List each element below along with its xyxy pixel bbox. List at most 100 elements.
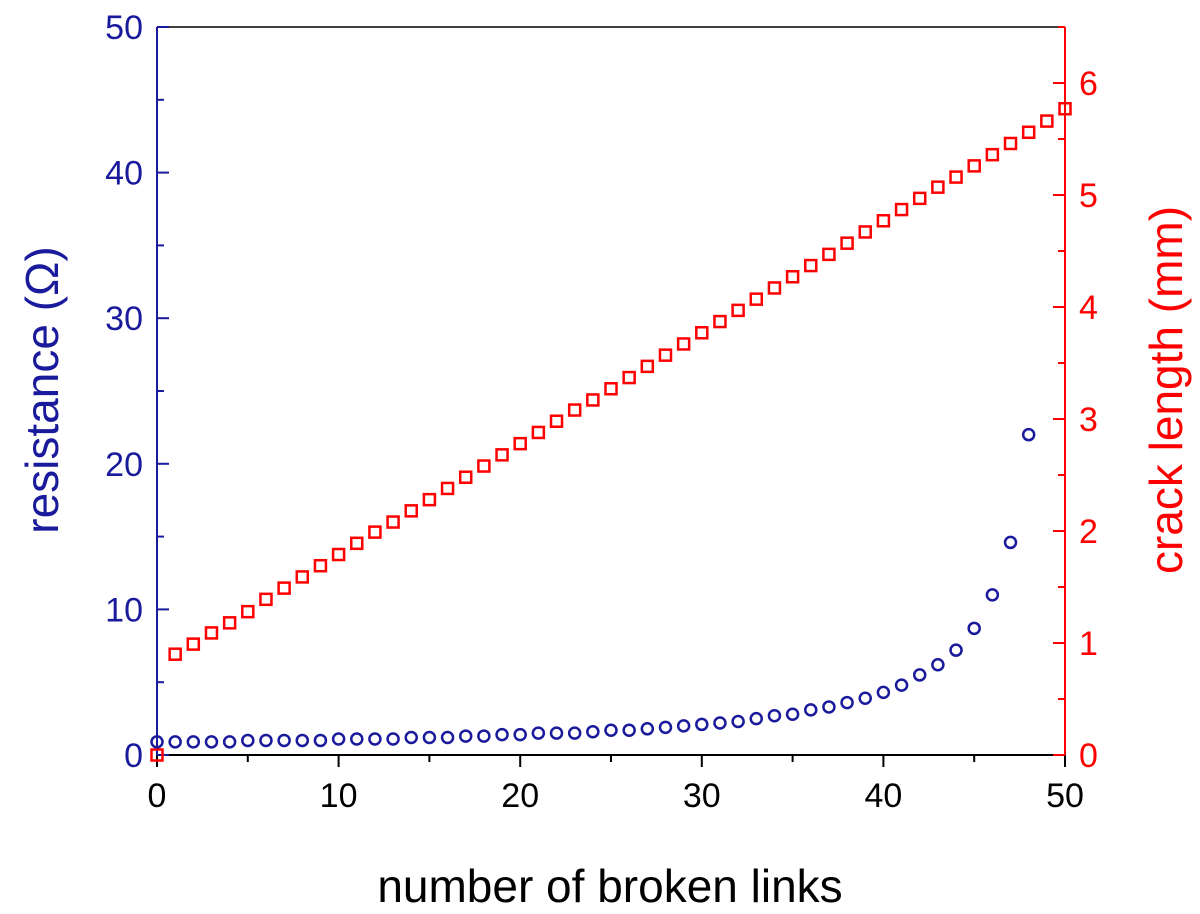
crack-length-point	[749, 292, 764, 306]
crack-length-point	[767, 281, 782, 295]
right-y-tick-label: 2	[1079, 513, 1098, 551]
left-y-axis-ticks: 0 10 20 30 40 50	[105, 9, 169, 775]
resistance-point	[676, 719, 691, 733]
left-y-axis-title: resistance (Ω)	[16, 246, 68, 533]
resistance-point	[767, 708, 782, 723]
resistance-point	[695, 717, 709, 732]
crack-length-point	[713, 314, 727, 329]
x-tick-label: 50	[1046, 777, 1084, 815]
plot-frame	[156, 26, 1066, 756]
resistance-point	[1003, 535, 1018, 550]
crack-length-point	[531, 425, 546, 440]
crack-length-point	[1058, 102, 1072, 116]
resistance-point	[458, 729, 473, 743]
x-tick-label: 20	[501, 777, 539, 815]
right-y-tick-label: 4	[1079, 289, 1098, 327]
resistance-point	[186, 735, 201, 749]
resistance-point	[404, 730, 418, 745]
crack-length-point	[477, 459, 491, 473]
x-axis-ticks: 0 10 20 30 40 50	[148, 755, 1084, 815]
resistance-point	[640, 722, 655, 736]
crack-length-point	[222, 616, 237, 630]
resistance-point	[1021, 427, 1036, 442]
resistance-point	[204, 735, 219, 749]
resistance-point	[313, 733, 328, 748]
resistance-point	[440, 730, 455, 745]
right-y-tick-label: 5	[1079, 177, 1098, 215]
crack-length-point	[331, 547, 346, 562]
resistance-point	[749, 711, 764, 726]
resistance-point	[949, 643, 963, 657]
crack-length-point	[422, 492, 437, 507]
crack-length-point	[549, 414, 564, 428]
crack-length-point	[350, 536, 364, 551]
crack-length-point	[804, 258, 818, 273]
resistance-point	[912, 668, 927, 682]
crack-length-point	[985, 147, 1000, 162]
crack-length-point	[259, 592, 273, 607]
crack-length-point	[731, 303, 745, 318]
crack-length-point	[695, 326, 709, 340]
resistance-series	[150, 427, 1036, 749]
crack-length-point	[313, 558, 328, 573]
resistance-point	[586, 724, 600, 739]
resistance-point	[422, 730, 437, 745]
resistance-point	[804, 703, 818, 717]
resistance-point	[713, 716, 727, 730]
crack-length-point	[858, 225, 872, 239]
crack-length-point	[368, 525, 382, 539]
resistance-point	[277, 733, 291, 748]
right-y-tick-label: 3	[1079, 401, 1098, 439]
crack-length-point	[876, 214, 891, 228]
resistance-point	[731, 714, 745, 729]
crack-length-point	[822, 247, 836, 262]
crack-length-point	[622, 370, 636, 385]
right-y-tick-label: 0	[1079, 737, 1098, 775]
left-y-tick-label: 0	[124, 737, 143, 775]
resistance-point	[222, 735, 237, 749]
crack-length-point	[513, 436, 527, 451]
left-y-tick-label: 40	[105, 155, 143, 193]
resistance-point	[658, 720, 673, 735]
resistance-point	[931, 657, 945, 672]
resistance-point	[876, 685, 891, 700]
crack-length-point	[658, 348, 673, 362]
x-tick-label: 0	[148, 777, 167, 815]
crack-length-point	[967, 159, 981, 173]
crack-length-point	[186, 637, 201, 651]
crack-length-point	[676, 337, 691, 351]
crack-length-point	[1021, 125, 1036, 140]
crack-length-point	[912, 191, 927, 206]
resistance-point	[368, 732, 382, 746]
crack-length-point	[949, 170, 963, 184]
crack-length-point	[458, 470, 473, 484]
resistance-point	[822, 700, 836, 714]
left-y-tick-label: 10	[105, 591, 143, 629]
right-y-tick-label: 6	[1079, 65, 1098, 103]
resistance-point	[840, 695, 854, 710]
x-tick-label: 40	[864, 777, 902, 815]
crack-length-point	[295, 570, 310, 584]
crack-length-point	[241, 604, 255, 619]
resistance-point	[567, 726, 582, 740]
resistance-point	[531, 726, 546, 740]
resistance-point	[350, 732, 364, 746]
resistance-point	[622, 723, 636, 737]
resistance-point	[150, 735, 164, 749]
crack-length-point	[204, 626, 219, 640]
x-tick-label: 10	[320, 777, 358, 815]
x-tick-label: 30	[683, 777, 721, 815]
left-y-tick-label: 20	[105, 446, 143, 484]
crack-length-point	[386, 515, 400, 529]
crack-length-series	[150, 102, 1072, 762]
crack-length-point	[840, 236, 854, 250]
right-y-axis-title: crack length (mm)	[1140, 206, 1192, 574]
resistance-point	[985, 588, 1000, 602]
right-y-axis-ticks: 0 1 2 3 4 5 6	[1053, 26, 1098, 775]
resistance-point	[331, 732, 346, 746]
crack-length-point	[640, 359, 655, 374]
crack-length-point	[277, 581, 291, 595]
crack-length-point	[440, 481, 455, 496]
right-y-tick-label: 1	[1079, 625, 1098, 663]
